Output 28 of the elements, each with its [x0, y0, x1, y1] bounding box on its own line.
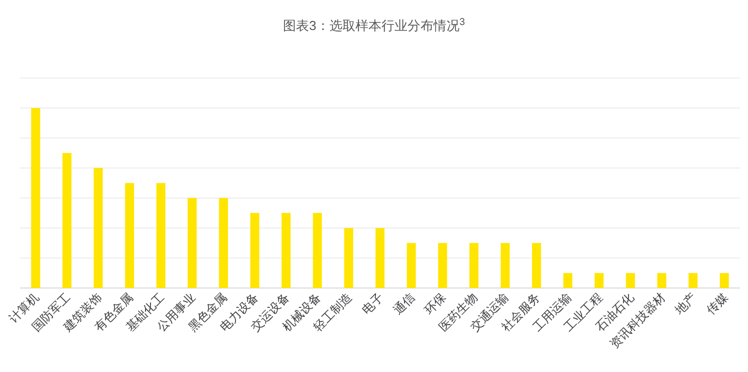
bar: [594, 273, 604, 288]
bar: [532, 243, 542, 288]
bar: [657, 273, 666, 288]
x-tick-label: 通信: [390, 290, 418, 318]
x-tick-label: 地产: [672, 290, 700, 318]
bar: [469, 243, 478, 288]
bar: [188, 198, 197, 288]
bar: [563, 273, 572, 288]
bar: [376, 228, 384, 288]
bar: [406, 243, 416, 288]
x-tick-label: 电子: [359, 290, 386, 318]
bar: [156, 183, 166, 288]
bar: [688, 273, 698, 288]
bar: [218, 198, 228, 288]
bar: [312, 212, 322, 288]
chart-title: 图表3：选取样本行业分布情况$^{3}$: [283, 16, 466, 33]
bar: [626, 273, 635, 288]
bar: [438, 243, 448, 288]
bar: [720, 273, 729, 288]
bar: [500, 243, 510, 288]
bar: [282, 212, 291, 288]
bar: [125, 183, 134, 288]
bar: [62, 153, 72, 288]
bar: [344, 228, 354, 288]
bar: [31, 108, 40, 288]
bar: [94, 168, 103, 288]
bar: [250, 212, 260, 288]
x-tick-label: 传媒: [704, 290, 730, 318]
